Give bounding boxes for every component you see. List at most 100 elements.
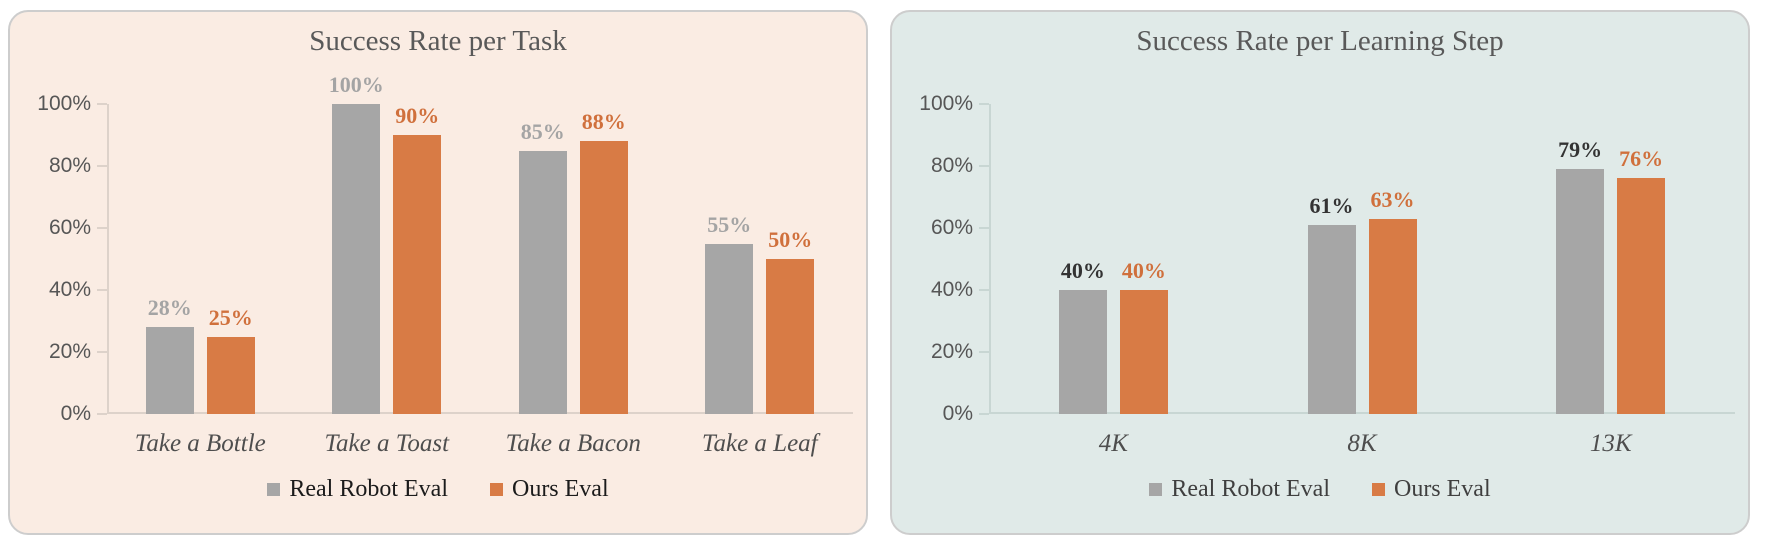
bar-column: 76% (1617, 104, 1666, 414)
bar-column: 61% (1307, 104, 1356, 414)
legend: Real Robot Eval Ours Eval (10, 476, 866, 503)
y-tick-mark (979, 289, 989, 291)
y-tick-mark (979, 165, 989, 167)
legend-swatch-icon (1371, 483, 1385, 496)
bar-column: 55% (705, 104, 754, 414)
legend-label: Real Robot Eval (289, 476, 448, 502)
y-tick-label: 0% (942, 402, 973, 425)
legend-item: Ours Eval (1371, 476, 1491, 503)
bar (206, 336, 255, 414)
bar-column: 90% (393, 103, 442, 414)
bar-value-label: 40% (1060, 258, 1105, 283)
bar-value-label: 28% (147, 295, 192, 321)
chart-body: 40% 40% 61% 63% 79% 76% 0% 20% 40% 60% 80% 100% 4K… (919, 92, 1735, 458)
legend-label: Real Robot Eval (1171, 476, 1330, 502)
bar-value-label: 90% (395, 103, 440, 128)
plot-area: 28% 25% 100% 90% 85% 88% 55% 50% 0% 20% 40% 60% 80%… (37, 72, 853, 425)
y-tick-label: 60% (48, 216, 91, 239)
y-tick-mark (97, 413, 107, 415)
bar-value-label: 40% (1121, 258, 1166, 283)
y-tick-mark (979, 351, 989, 353)
bar (332, 104, 381, 414)
y-tick-label: 100% (919, 92, 973, 115)
legend-label: Ours Eval (511, 476, 609, 502)
bar (1119, 290, 1168, 414)
bar (145, 327, 194, 414)
x-axis-category-label: 4K (1098, 430, 1128, 457)
legend-swatch-icon (1149, 483, 1163, 496)
x-axis-labels: Take a Bottle Take a Toast Take a Bacon Tak… (107, 430, 853, 458)
bar-column: 40% (1119, 104, 1168, 414)
bar-column: 85% (518, 104, 567, 414)
bar-value-label: 100% (328, 72, 384, 97)
bar-value-label: 55% (707, 211, 752, 237)
bar-value-label: 76% (1619, 146, 1664, 172)
bar (1058, 290, 1107, 414)
y-tick-mark (97, 351, 107, 353)
bar-value-label: 88% (581, 109, 626, 135)
chart-panel-success-rate-per-task: Success Rate per Task 28% 25% 100% 90% 85% 88… (8, 10, 868, 535)
y-tick-mark (97, 227, 107, 229)
bar-group: 85% 88% (480, 104, 667, 414)
bar (393, 135, 442, 414)
y-tick-label: 60% (930, 216, 973, 239)
bar-group: 100% 90% (294, 72, 481, 414)
y-axis-line (989, 104, 991, 414)
bar-value-label: 79% (1558, 137, 1603, 163)
bar (1368, 218, 1417, 414)
bar-value-label: 85% (520, 118, 565, 144)
bar (518, 150, 567, 414)
x-axis-category-label: Take a Toast (324, 430, 450, 457)
legend-item: Real Robot Eval (1149, 476, 1330, 503)
bar-group: 28% 25% (107, 104, 294, 414)
y-tick-label: 80% (48, 154, 91, 177)
legend-label: Ours Eval (1393, 476, 1491, 502)
bar-value-label: 25% (208, 304, 253, 330)
y-tick-label: 80% (930, 154, 973, 177)
bar-value-label: 61% (1309, 192, 1354, 218)
y-tick-mark (979, 103, 989, 105)
chart-panel-success-rate-per-learning-step: Success Rate per Learning Step 40% 40% 61%… (890, 10, 1750, 535)
y-tick-label: 100% (37, 92, 91, 115)
bar-value-label: 50% (768, 227, 813, 252)
bar (766, 259, 815, 414)
y-tick-mark (979, 227, 989, 229)
bar-group: 79% 76% (1486, 104, 1735, 414)
x-axis-category-label: Take a Leaf (701, 430, 818, 457)
bar (1307, 224, 1356, 414)
y-tick-mark (979, 413, 989, 415)
x-axis-category-label: 13K (1589, 430, 1632, 457)
bar-column: 25% (206, 104, 255, 414)
bar-column: 50% (766, 104, 815, 414)
chart-title: Success Rate per Learning Step (1136, 25, 1504, 57)
bar (579, 141, 628, 414)
bar (1617, 178, 1666, 414)
chart-title: Success Rate per Task (309, 25, 567, 57)
bar-column: 28% (145, 104, 194, 414)
y-tick-label: 40% (930, 278, 973, 301)
x-axis-labels: 4K 8K 13K (989, 430, 1735, 458)
bar-column: 63% (1368, 104, 1417, 414)
chart-body: 28% 25% 100% 90% 85% 88% 55% 50% 0% 20% 40% 60% 80%… (37, 72, 853, 458)
x-axis-category-label: 8K (1347, 430, 1377, 457)
y-tick-label: 0% (60, 402, 91, 425)
bar-column: 40% (1058, 104, 1107, 414)
legend: Real Robot Eval Ours Eval (892, 476, 1748, 503)
bar-group: 61% 63% (1238, 104, 1487, 414)
x-axis-line (989, 412, 1735, 414)
y-tick-mark (97, 289, 107, 291)
x-axis-line (107, 412, 853, 414)
y-tick-label: 20% (48, 340, 91, 363)
y-axis-line (107, 104, 109, 414)
legend-swatch-icon (489, 483, 503, 496)
y-tick-label: 40% (48, 278, 91, 301)
bar (705, 243, 754, 414)
bar-column: 79% (1556, 104, 1605, 414)
legend-item: Real Robot Eval (267, 476, 448, 503)
y-tick-label: 20% (930, 340, 973, 363)
bar-group: 40% 40% (989, 104, 1238, 414)
y-tick-mark (97, 165, 107, 167)
bar-column: 88% (579, 104, 628, 414)
bar-groups: 28% 25% 100% 90% 85% 88% 55% 50% (107, 72, 853, 414)
